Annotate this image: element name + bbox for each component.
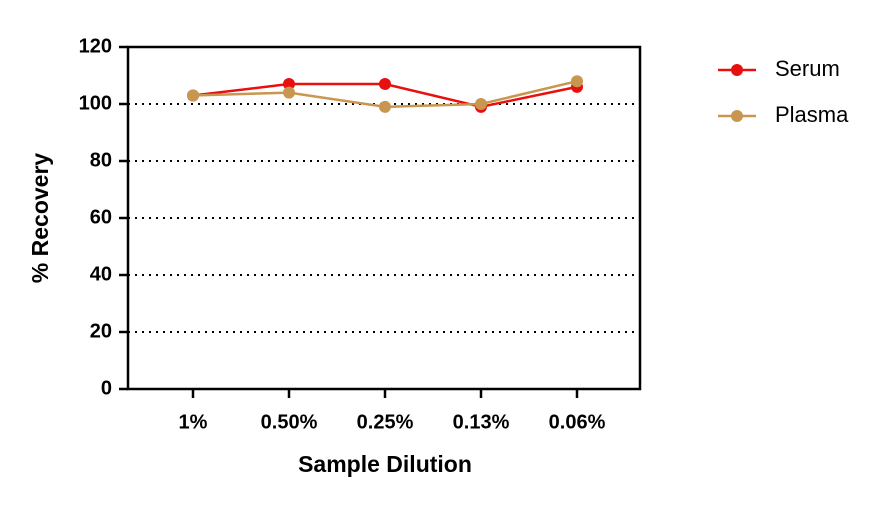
x-tick-label: 1% xyxy=(179,411,208,433)
y-tick-label: 0 xyxy=(101,377,112,399)
y-tick-label: 40 xyxy=(90,263,112,285)
x-tick-label: 0.06% xyxy=(549,411,606,433)
y-tick-label: 100 xyxy=(79,92,112,114)
x-axis-title: Sample Dilution xyxy=(298,451,472,477)
y-tick-label: 20 xyxy=(90,320,112,342)
legend-label: Plasma xyxy=(775,102,849,127)
data-point xyxy=(475,98,487,110)
data-point xyxy=(283,78,295,91)
legend-label: Serum xyxy=(775,56,840,81)
x-tick-label: 0.13% xyxy=(453,411,510,433)
y-tick-label: 60 xyxy=(90,206,112,228)
data-point xyxy=(379,78,391,91)
x-tick-label: 0.50% xyxy=(261,411,318,433)
y-axis-title: % Recovery xyxy=(27,153,53,284)
y-tick-label: 80 xyxy=(90,149,112,171)
legend-marker xyxy=(731,64,743,76)
data-point xyxy=(187,89,199,102)
data-point xyxy=(283,86,295,99)
data-point xyxy=(379,100,391,113)
y-tick-label: 120 xyxy=(79,35,112,57)
x-tick-label: 0.25% xyxy=(357,411,414,433)
legend-marker xyxy=(731,110,743,122)
data-point xyxy=(571,75,583,88)
